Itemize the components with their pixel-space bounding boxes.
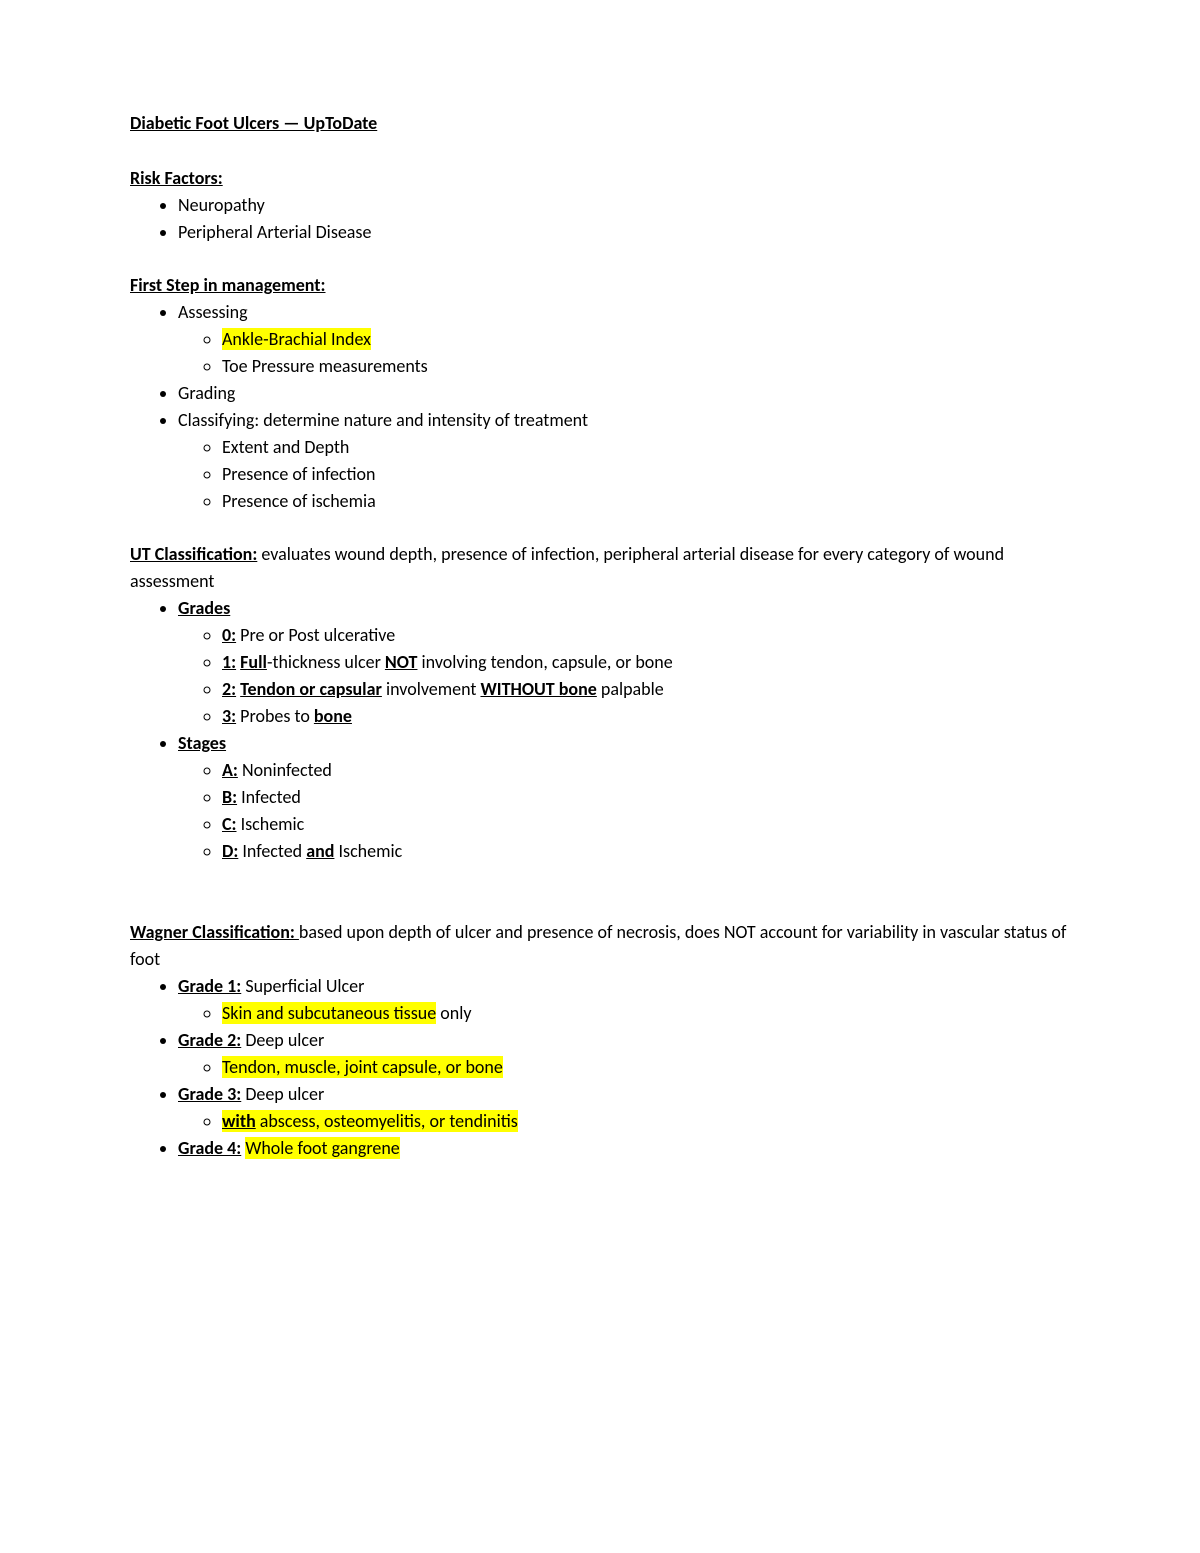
- sublist: Skin and subcutaneous tissue only: [178, 1000, 1070, 1027]
- grade-text: WITHOUT bone: [480, 678, 596, 700]
- grade-text: NOT: [385, 651, 418, 673]
- grade-text: -thickness ulcer: [267, 651, 385, 673]
- wagner-grade-label: Grade 4:: [178, 1137, 241, 1159]
- list-item: Tendon, muscle, joint capsule, or bone: [222, 1054, 1070, 1081]
- document-title: Diabetic Foot Ulcers — UpToDate: [130, 110, 1070, 137]
- stage-num: D:: [222, 840, 238, 862]
- grade-num: 0:: [222, 624, 236, 646]
- grade-num: 2:: [222, 678, 236, 700]
- wagner-paragraph: Wagner Classification: based upon depth …: [130, 919, 1070, 973]
- highlight-text: Ankle-Brachial Index: [222, 328, 371, 350]
- stage-num: B:: [222, 786, 237, 808]
- list-item: with abscess, osteomyelitis, or tendinit…: [222, 1108, 1070, 1135]
- list-item: Grades 0: Pre or Post ulcerative 1: Full…: [178, 595, 1070, 730]
- stages-label: Stages: [178, 732, 226, 754]
- stage-text: Infected: [238, 840, 306, 862]
- highlight-text: Tendon, muscle, joint capsule, or bone: [222, 1056, 503, 1078]
- grade-text: Pre or Post ulcerative: [236, 624, 395, 646]
- list-item: C: Ischemic: [222, 811, 1070, 838]
- list-text: Classifying: determine nature and intens…: [178, 409, 588, 431]
- ut-paragraph: UT Classification: evaluates wound depth…: [130, 541, 1070, 595]
- wagner-list: Grade 1: Superficial Ulcer Skin and subc…: [130, 973, 1070, 1162]
- list-item: 0: Pre or Post ulcerative: [222, 622, 1070, 649]
- stage-text: Infected: [237, 786, 301, 808]
- stage-num: C:: [222, 813, 237, 835]
- list-item: Grade 3: Deep ulcer with abscess, osteom…: [178, 1081, 1070, 1135]
- wagner-heading: Wagner Classification:: [130, 921, 299, 943]
- list-item: Stages A: Noninfected B: Infected C: Isc…: [178, 730, 1070, 865]
- list-item: B: Infected: [222, 784, 1070, 811]
- grades-label: Grades: [178, 597, 230, 619]
- wagner-grade-text: Superficial Ulcer: [241, 975, 364, 997]
- firststep-heading: First Step in management:: [130, 272, 1070, 299]
- wagner-grade-label: Grade 2:: [178, 1029, 241, 1051]
- sublist: Extent and Depth Presence of infection P…: [178, 434, 1070, 515]
- stage-text: Noninfected: [238, 759, 332, 781]
- list-item: Assessing Ankle-Brachial Index Toe Press…: [178, 299, 1070, 380]
- ut-heading: UT Classification:: [130, 543, 257, 565]
- list-item: Toe Pressure measurements: [222, 353, 1070, 380]
- list-item: Grade 1: Superficial Ulcer Skin and subc…: [178, 973, 1070, 1027]
- list-item: D: Infected and Ischemic: [222, 838, 1070, 865]
- stage-text: and: [306, 840, 334, 862]
- wagner-grade-text: Deep ulcer: [241, 1029, 324, 1051]
- firststep-list: Assessing Ankle-Brachial Index Toe Press…: [130, 299, 1070, 515]
- sublist: with abscess, osteomyelitis, or tendinit…: [178, 1108, 1070, 1135]
- ut-desc: evaluates wound depth, presence of infec…: [130, 543, 1004, 592]
- grade-text: bone: [314, 705, 352, 727]
- wagner-grade-label: Grade 3:: [178, 1083, 241, 1105]
- list-item: Extent and Depth: [222, 434, 1070, 461]
- document-page: Diabetic Foot Ulcers — UpToDate Risk Fac…: [0, 0, 1200, 1553]
- highlight-text: with: [222, 1110, 256, 1132]
- list-item: Grade 4: Whole foot gangrene: [178, 1135, 1070, 1162]
- list-item: Grade 2: Deep ulcer Tendon, muscle, join…: [178, 1027, 1070, 1081]
- sublist: A: Noninfected B: Infected C: Ischemic D…: [178, 757, 1070, 865]
- list-text: Assessing: [178, 301, 248, 323]
- list-item: Classifying: determine nature and intens…: [178, 407, 1070, 515]
- list-item: Ankle-Brachial Index: [222, 326, 1070, 353]
- sublist: Tendon, muscle, joint capsule, or bone: [178, 1054, 1070, 1081]
- grade-text: Full: [240, 651, 267, 673]
- stage-text: Ischemic: [334, 840, 402, 862]
- grade-num: 3:: [222, 705, 236, 727]
- list-text: only: [436, 1002, 471, 1024]
- highlight-text: abscess, osteomyelitis, or tendinitis: [256, 1110, 518, 1132]
- risk-list: Neuropathy Peripheral Arterial Disease: [130, 192, 1070, 246]
- list-item: 2: Tendon or capsular involvement WITHOU…: [222, 676, 1070, 703]
- sublist: Ankle-Brachial Index Toe Pressure measur…: [178, 326, 1070, 380]
- wagner-grade-label: Grade 1:: [178, 975, 241, 997]
- stage-text: Ischemic: [237, 813, 305, 835]
- list-item: Presence of infection: [222, 461, 1070, 488]
- list-item: 1: Full-thickness ulcer NOT involving te…: [222, 649, 1070, 676]
- grade-text: palpable: [597, 678, 664, 700]
- risk-heading: Risk Factors:: [130, 165, 1070, 192]
- list-item: A: Noninfected: [222, 757, 1070, 784]
- grade-text: involvement: [382, 678, 481, 700]
- list-item: Peripheral Arterial Disease: [178, 219, 1070, 246]
- wagner-grade-text: Deep ulcer: [241, 1083, 324, 1105]
- highlight-text: Whole foot gangrene: [245, 1137, 399, 1159]
- grade-num: 1:: [222, 651, 236, 673]
- list-item: Skin and subcutaneous tissue only: [222, 1000, 1070, 1027]
- stage-num: A:: [222, 759, 238, 781]
- ut-list: Grades 0: Pre or Post ulcerative 1: Full…: [130, 595, 1070, 865]
- highlight-text: Skin and subcutaneous tissue: [222, 1002, 436, 1024]
- grade-text: Tendon or capsular: [240, 678, 382, 700]
- sublist: 0: Pre or Post ulcerative 1: Full-thickn…: [178, 622, 1070, 730]
- list-item: Neuropathy: [178, 192, 1070, 219]
- grade-text: Probes to: [236, 705, 314, 727]
- list-item: 3: Probes to bone: [222, 703, 1070, 730]
- list-item: Presence of ischemia: [222, 488, 1070, 515]
- grade-text: involving tendon, capsule, or bone: [417, 651, 672, 673]
- list-item: Grading: [178, 380, 1070, 407]
